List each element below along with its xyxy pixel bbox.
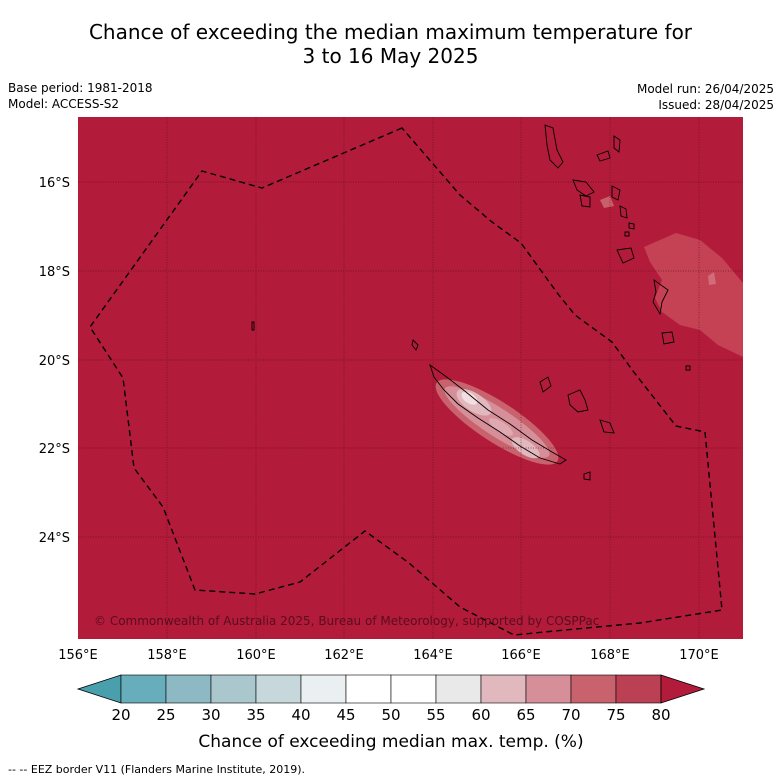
colorbar-tick: 70 (561, 706, 580, 724)
lon-tick: 166°E (501, 648, 541, 663)
colorbar-cell (300, 674, 347, 704)
model-run: Model run: 26/04/2025 (636, 82, 774, 96)
eez-legend: -- -- EEZ border V11 (Flanders Marine In… (8, 763, 306, 776)
lon-tick: 156°E (58, 648, 98, 663)
colorbar-cell (570, 674, 617, 704)
colorbar-cell (345, 674, 392, 704)
colorbar-cell (525, 674, 572, 704)
lon-tick: 162°E (324, 648, 364, 663)
lat-tick: 22°S (39, 442, 70, 457)
anomaly-new-caledonia (435, 379, 559, 465)
lat-tick: 16°S (39, 176, 70, 191)
colorbar-tick: 60 (471, 706, 490, 724)
map-frame (78, 117, 743, 639)
lon-tick: 158°E (147, 648, 187, 663)
lat-tick: 24°S (39, 531, 70, 546)
anomaly-patch-east (644, 233, 743, 357)
colorbar-tick: 30 (201, 706, 220, 724)
colorbar-tick: 45 (336, 706, 355, 724)
colorbar: 20 25 30 35 40 45 50 55 60 65 70 75 80 (76, 674, 706, 724)
colorbar-tick: 25 (156, 706, 175, 724)
colorbar-under-arrow (76, 674, 122, 704)
colorbar-cell (210, 674, 257, 704)
colorbar-cell (255, 674, 302, 704)
lat-tick: 18°S (39, 265, 70, 280)
eez-border (89, 127, 723, 636)
colorbar-cell (165, 674, 212, 704)
colorbar-over-arrow (660, 674, 706, 704)
lon-tick: 170°E (679, 648, 719, 663)
colorbar-tick: 35 (246, 706, 265, 724)
colorbar-label: Chance of exceeding median max. temp. (%… (198, 732, 583, 752)
model-name: Model: ACCESS-S2 (8, 97, 120, 111)
lon-tick: 168°E (590, 648, 630, 663)
colorbar-cell (480, 674, 527, 704)
colorbar-cell (120, 674, 167, 704)
colorbar-tick: 65 (516, 706, 535, 724)
colorbar-tick: 80 (651, 706, 670, 724)
copyright-notice: © Commonwealth of Australia 2025, Bureau… (94, 614, 599, 628)
map-title-line1: Chance of exceeding the median maximum t… (88, 20, 693, 44)
map-title-line2: 3 to 16 May 2025 (302, 44, 479, 68)
anomaly-spot-vanuatu (600, 196, 614, 208)
map-grid (78, 117, 743, 639)
colorbar-cell (435, 674, 482, 704)
colorbar-tick: 75 (606, 706, 625, 724)
colorbar-cell (615, 674, 662, 704)
colorbar-tick: 55 (426, 706, 445, 724)
lon-tick: 164°E (413, 648, 453, 663)
colorbar-tick: 50 (381, 706, 400, 724)
colorbar-cell (390, 674, 437, 704)
colorbar-tick: 40 (291, 706, 310, 724)
lon-tick: 160°E (236, 648, 276, 663)
anomaly-spot-east (708, 272, 716, 285)
coastlines (251, 124, 691, 481)
issued-date: Issued: 28/04/2025 (658, 98, 774, 112)
colorbar-tick: 20 (111, 706, 130, 724)
base-period: Base period: 1981-2018 (8, 81, 153, 95)
lat-tick: 20°S (39, 354, 70, 369)
